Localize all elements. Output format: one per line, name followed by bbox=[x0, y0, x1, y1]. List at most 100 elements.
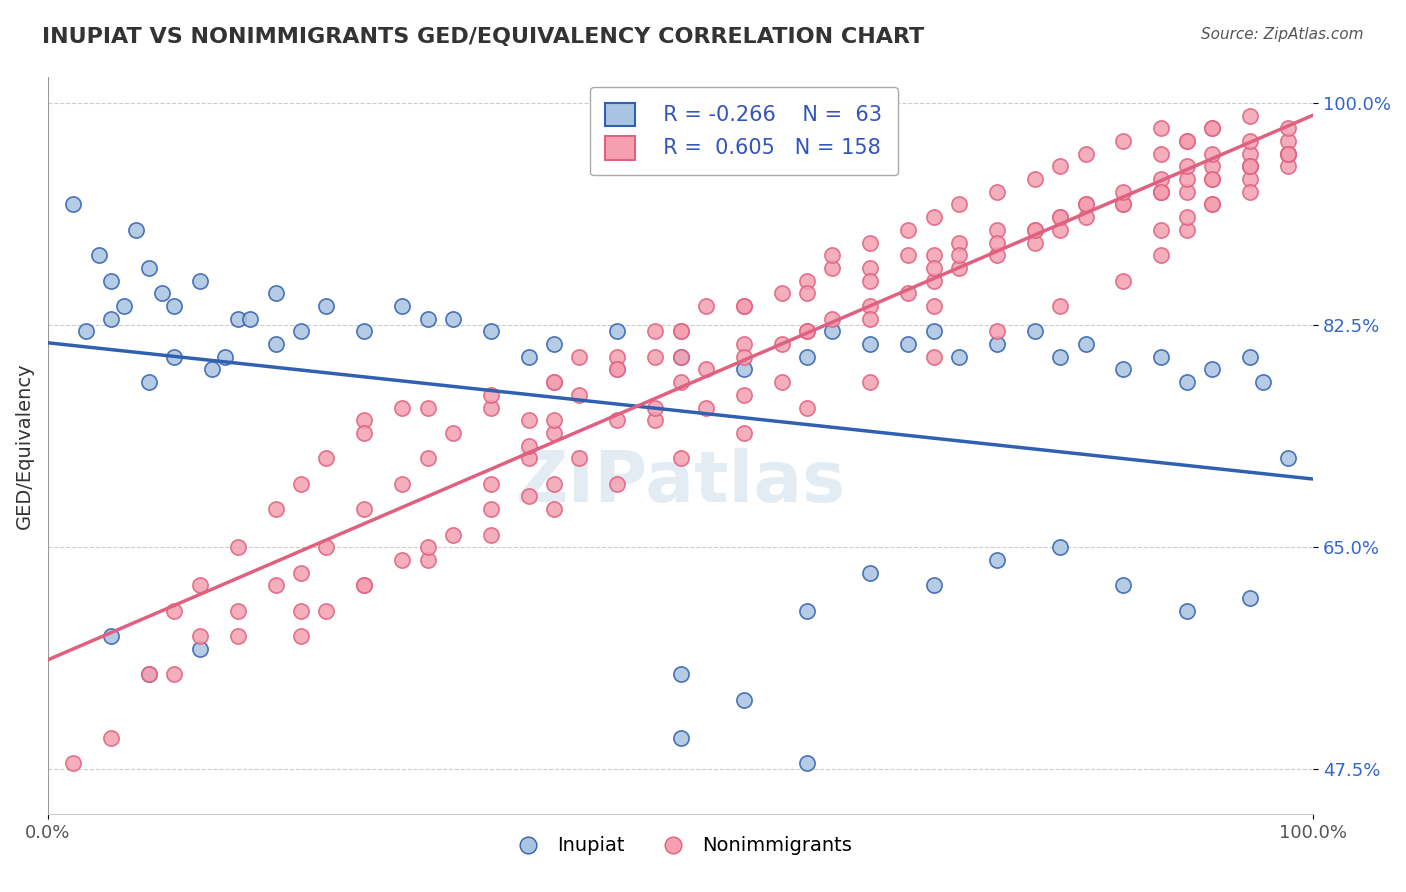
Point bbox=[922, 325, 945, 339]
Point bbox=[986, 337, 1008, 351]
Point bbox=[1112, 362, 1135, 376]
Point bbox=[125, 223, 148, 237]
Point bbox=[922, 260, 945, 275]
Point bbox=[606, 350, 628, 364]
Point bbox=[290, 476, 312, 491]
Point bbox=[1074, 210, 1097, 224]
Point bbox=[1150, 185, 1173, 199]
Point bbox=[226, 541, 249, 555]
Point bbox=[416, 553, 439, 567]
Point bbox=[796, 756, 818, 771]
Point bbox=[644, 350, 666, 364]
Point bbox=[1049, 159, 1071, 173]
Point bbox=[315, 604, 337, 618]
Point bbox=[1277, 146, 1299, 161]
Point bbox=[391, 401, 413, 415]
Point bbox=[644, 413, 666, 427]
Point bbox=[733, 299, 755, 313]
Point bbox=[188, 274, 211, 288]
Point bbox=[821, 325, 844, 339]
Point bbox=[1277, 146, 1299, 161]
Point bbox=[75, 325, 97, 339]
Point bbox=[1024, 172, 1046, 186]
Point bbox=[922, 578, 945, 592]
Point bbox=[543, 337, 565, 351]
Point bbox=[1239, 172, 1261, 186]
Point bbox=[821, 260, 844, 275]
Point bbox=[1175, 185, 1198, 199]
Point bbox=[859, 337, 882, 351]
Point bbox=[1049, 541, 1071, 555]
Point bbox=[669, 350, 692, 364]
Point bbox=[543, 425, 565, 440]
Point bbox=[1024, 325, 1046, 339]
Point bbox=[859, 566, 882, 580]
Point bbox=[986, 248, 1008, 262]
Point bbox=[922, 350, 945, 364]
Point bbox=[1277, 146, 1299, 161]
Point bbox=[441, 311, 464, 326]
Point bbox=[1175, 604, 1198, 618]
Point bbox=[922, 248, 945, 262]
Point bbox=[796, 325, 818, 339]
Point bbox=[138, 260, 160, 275]
Point bbox=[1201, 197, 1223, 211]
Point bbox=[1277, 134, 1299, 148]
Point bbox=[733, 299, 755, 313]
Point bbox=[517, 451, 540, 466]
Point bbox=[669, 325, 692, 339]
Point bbox=[1150, 350, 1173, 364]
Point bbox=[1277, 159, 1299, 173]
Point bbox=[226, 311, 249, 326]
Point bbox=[948, 248, 970, 262]
Point bbox=[517, 439, 540, 453]
Point bbox=[62, 756, 84, 771]
Point bbox=[1201, 146, 1223, 161]
Point bbox=[543, 375, 565, 389]
Point bbox=[568, 451, 591, 466]
Point bbox=[1239, 350, 1261, 364]
Point bbox=[1074, 197, 1097, 211]
Point bbox=[770, 375, 793, 389]
Point bbox=[1277, 121, 1299, 136]
Point bbox=[264, 502, 287, 516]
Point bbox=[201, 362, 224, 376]
Point bbox=[1049, 223, 1071, 237]
Point bbox=[1175, 223, 1198, 237]
Point bbox=[138, 667, 160, 681]
Point bbox=[517, 413, 540, 427]
Point bbox=[1150, 185, 1173, 199]
Point bbox=[1201, 121, 1223, 136]
Point bbox=[1175, 210, 1198, 224]
Point bbox=[1175, 134, 1198, 148]
Point bbox=[416, 451, 439, 466]
Point bbox=[669, 325, 692, 339]
Point bbox=[188, 578, 211, 592]
Point bbox=[1201, 172, 1223, 186]
Point bbox=[770, 337, 793, 351]
Point bbox=[669, 451, 692, 466]
Point bbox=[100, 629, 122, 643]
Point bbox=[695, 401, 717, 415]
Point bbox=[1175, 172, 1198, 186]
Point bbox=[606, 325, 628, 339]
Point bbox=[100, 274, 122, 288]
Text: Source: ZipAtlas.com: Source: ZipAtlas.com bbox=[1201, 27, 1364, 42]
Point bbox=[138, 375, 160, 389]
Point bbox=[695, 362, 717, 376]
Point bbox=[796, 274, 818, 288]
Point bbox=[695, 299, 717, 313]
Point bbox=[391, 299, 413, 313]
Point bbox=[986, 235, 1008, 250]
Point bbox=[543, 476, 565, 491]
Point bbox=[290, 604, 312, 618]
Text: ZIPatlas: ZIPatlas bbox=[516, 448, 845, 517]
Point bbox=[188, 629, 211, 643]
Point bbox=[479, 388, 502, 402]
Point bbox=[1201, 172, 1223, 186]
Point bbox=[1201, 159, 1223, 173]
Point bbox=[1074, 146, 1097, 161]
Point bbox=[290, 629, 312, 643]
Point bbox=[163, 667, 186, 681]
Point bbox=[188, 641, 211, 656]
